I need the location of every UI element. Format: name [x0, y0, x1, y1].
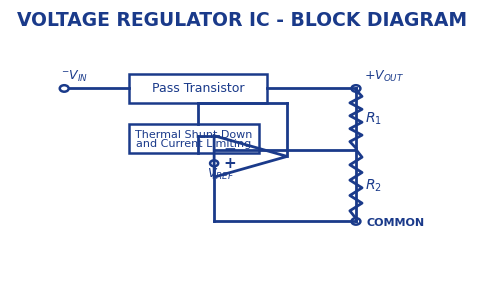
Text: $R_1$: $R_1$ — [364, 111, 381, 127]
Bar — [129, 74, 266, 103]
Text: and Current Limiting: and Current Limiting — [136, 139, 251, 149]
Text: $+ V_{OUT}$: $+ V_{OUT}$ — [363, 69, 404, 84]
Text: Thermal Shunt Down: Thermal Shunt Down — [135, 130, 252, 140]
Text: $^{-}V_{IN}$: $^{-}V_{IN}$ — [61, 69, 88, 84]
Text: VOLTAGE REGULATOR IC - BLOCK DIAGRAM: VOLTAGE REGULATOR IC - BLOCK DIAGRAM — [17, 11, 467, 30]
Bar — [129, 124, 258, 154]
Text: Pass Transistor: Pass Transistor — [151, 82, 243, 95]
Text: $R_2$: $R_2$ — [364, 177, 381, 194]
Text: COMMON: COMMON — [365, 218, 424, 228]
Text: +: + — [223, 156, 235, 171]
Text: $V_{REF}$: $V_{REF}$ — [206, 167, 233, 182]
Text: −: − — [223, 142, 235, 157]
